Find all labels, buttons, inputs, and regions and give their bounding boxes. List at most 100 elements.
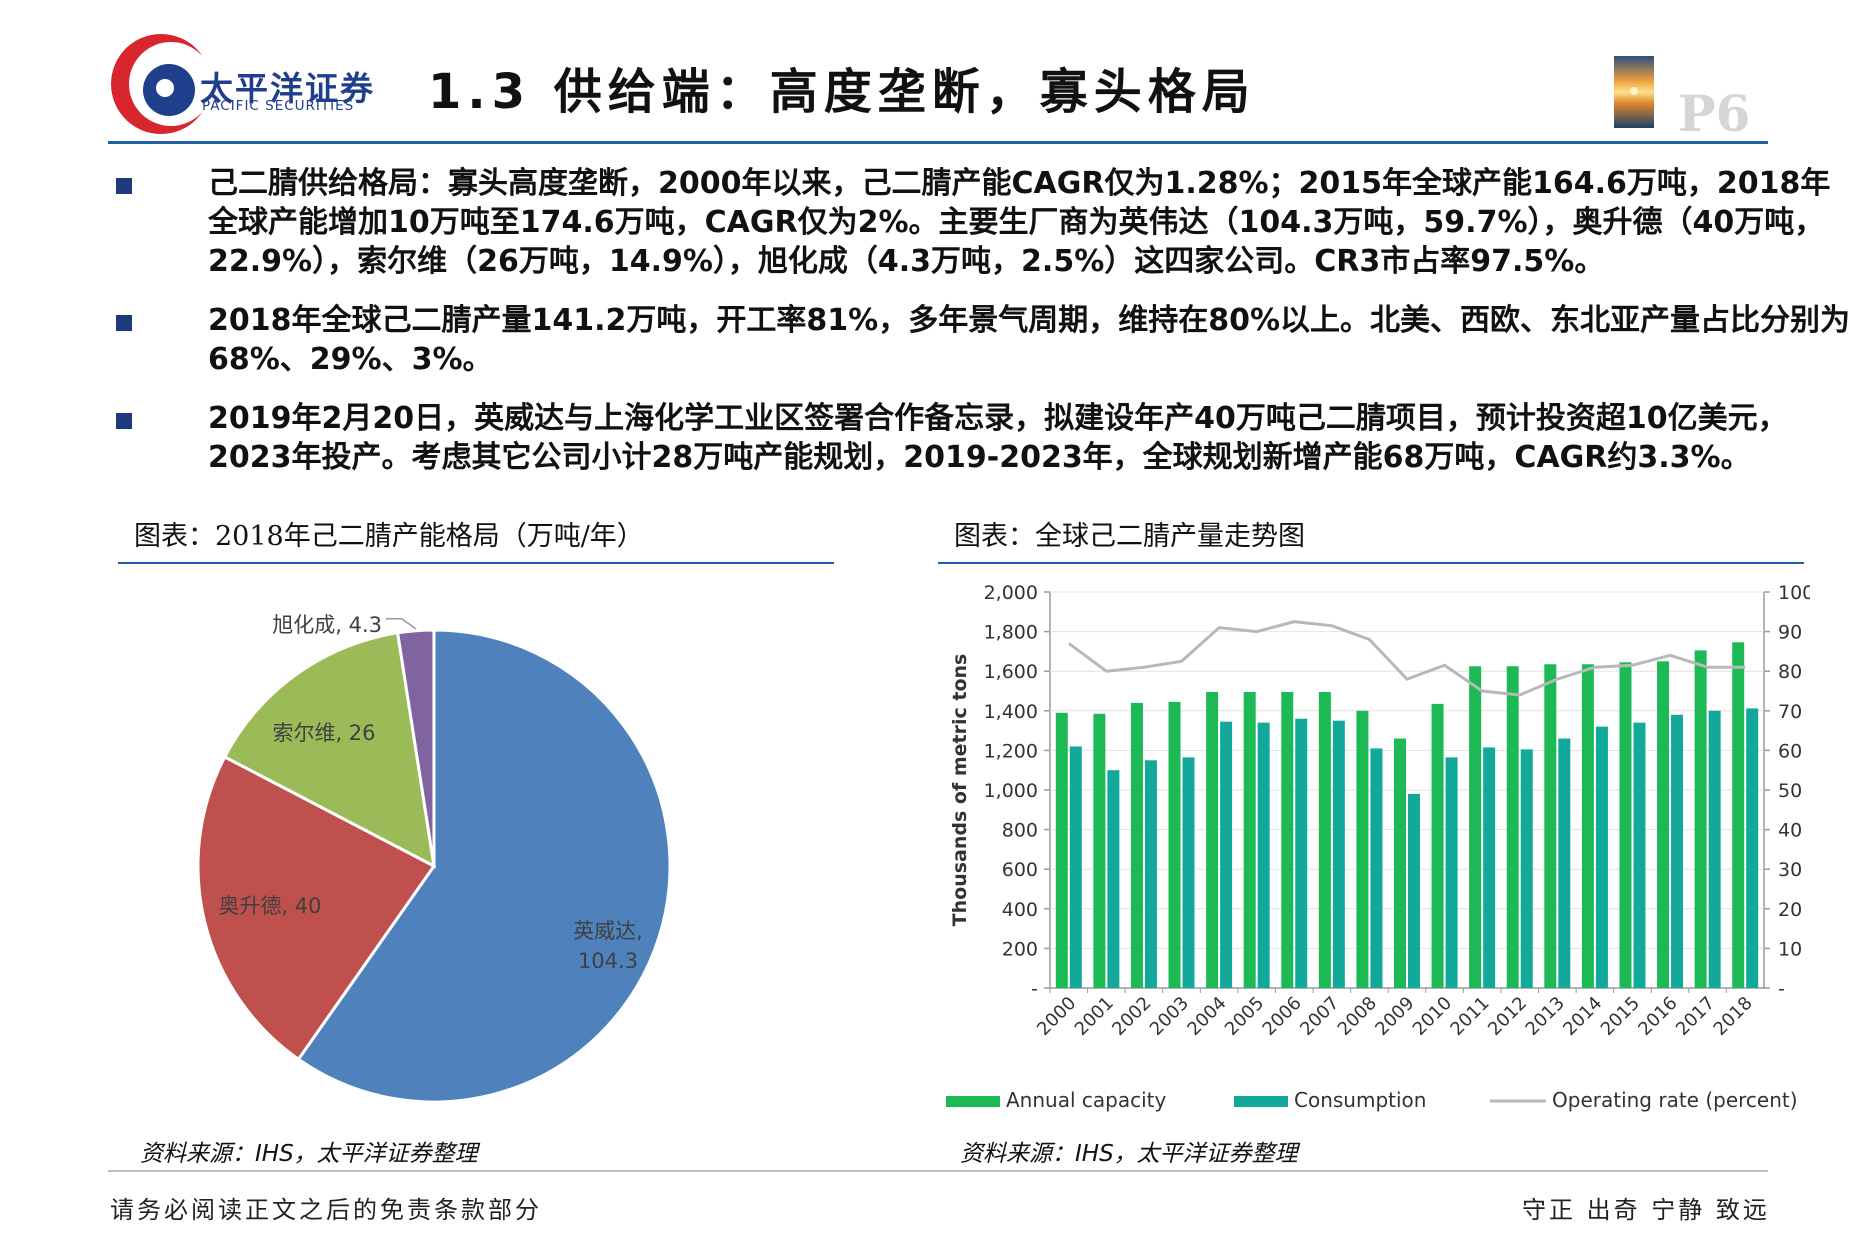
bullet-square-icon (116, 413, 132, 429)
bar-annual-capacity (1694, 650, 1707, 988)
y-tick-label: 200 (1002, 938, 1038, 960)
bar-annual-capacity (1431, 703, 1444, 988)
bar-annual-capacity (1506, 666, 1519, 988)
bar-consumption (1633, 722, 1646, 988)
bar-annual-capacity (1581, 664, 1594, 988)
bullet-item: 己二腈供给格局：寡头高度垄断，2000年以来，己二腈产能CAGR仅为1.28%；… (108, 164, 1860, 281)
bullet-list: 己二腈供给格局：寡头高度垄断，2000年以来，己二腈产能CAGR仅为1.28%；… (108, 164, 1860, 497)
logo-text-en: PACIFIC SECURITIES (202, 98, 355, 114)
bar-consumption (1332, 720, 1345, 988)
bar-consumption (1107, 770, 1120, 988)
pie-value-label-1: 104.3 (578, 949, 638, 973)
pie-chart-title: 图表：2018年己二腈产能格局（万吨/年） (134, 521, 644, 552)
y2-tick-label: 30 (1778, 859, 1802, 881)
x-tick-label: 2013 (1522, 993, 1569, 1040)
x-tick-label: 2001 (1071, 993, 1118, 1040)
bar-annual-capacity (1168, 701, 1181, 988)
bar-chart-title: 图表：全球己二腈产量走势图 (954, 521, 1305, 552)
bar-title-divider (938, 562, 1804, 564)
bar-annual-capacity (1394, 738, 1406, 988)
bar-annual-capacity (1318, 691, 1331, 988)
pie-slice-2 (196, 754, 437, 1062)
bar-annual-capacity (1356, 710, 1369, 988)
x-tick-label: 2008 (1334, 993, 1381, 1040)
pie-slice-1 (296, 628, 672, 1104)
bar-consumption (1558, 738, 1571, 988)
pie-chart: 英威达, 104.3 奥升德, 40 索尔维, 26 旭化成, 4.3 (196, 613, 672, 1104)
pie-leader-line-4 (385, 617, 417, 630)
bar-annual-capacity (1130, 702, 1143, 988)
footer-motto: 守正 出奇 宁静 致远 (1522, 1196, 1770, 1224)
x-tick-label: 2014 (1559, 993, 1606, 1040)
bullet-square-icon (116, 178, 132, 194)
bar-consumption (1746, 708, 1759, 988)
x-tick-label: 2004 (1183, 993, 1230, 1040)
y-tick-label: 2,000 (984, 582, 1038, 604)
footer-disclaimer: 请务必阅读正文之后的免责条款部分 (110, 1196, 542, 1224)
pie-label-4: 旭化成, 4.3 (272, 613, 382, 637)
y2-tick-label: - (1778, 978, 1785, 1000)
legend-swatch-consumption (1234, 1096, 1288, 1107)
y-tick-label: 1,800 (984, 622, 1038, 644)
legend-label-consumption: Consumption (1294, 1088, 1426, 1112)
pie-slice-4 (395, 628, 436, 867)
bar-consumption (1671, 714, 1684, 988)
bar-consumption (1708, 710, 1721, 988)
legend-label-annual-capacity: Annual capacity (1006, 1088, 1166, 1112)
y-axis-label: Thousands of metric tons (949, 654, 971, 927)
y2-tick-label: 100 (1778, 582, 1810, 604)
bar-annual-capacity (1657, 661, 1670, 988)
y2-tick-label: 90 (1778, 622, 1802, 644)
bar-annual-capacity (1206, 691, 1219, 988)
bullet-text: 2019年2月20日，英威达与上海化学工业区签署合作备忘录，拟建设年产40万吨己… (208, 401, 1788, 475)
bar-annual-capacity (1544, 664, 1557, 988)
x-tick-label: 2017 (1672, 993, 1719, 1040)
x-tick-label: 2010 (1409, 993, 1456, 1040)
y-tick-label: 1,600 (984, 661, 1038, 683)
pie-title-divider (118, 562, 834, 564)
bar-consumption (1257, 722, 1270, 988)
y-tick-label: 1,200 (984, 740, 1038, 762)
header-divider (108, 141, 1768, 144)
x-tick-label: 2016 (1634, 993, 1681, 1040)
pie-slice-3 (222, 631, 436, 869)
page-number: P6 (1678, 84, 1751, 143)
bullet-square-icon (116, 315, 132, 331)
y-tick-label: 1,400 (984, 701, 1038, 723)
y2-tick-label: 20 (1778, 899, 1802, 921)
y-tick-label: 1,000 (984, 780, 1038, 802)
legend-swatch-annual-capacity (946, 1096, 1000, 1107)
y2-tick-label: 40 (1778, 820, 1802, 842)
logo-text-cn: 太平洋证券 (200, 69, 375, 108)
x-tick-label: 2012 (1484, 993, 1531, 1040)
y2-tick-label: 50 (1778, 780, 1802, 802)
x-tick-label: 2011 (1446, 993, 1493, 1040)
company-logo (111, 34, 213, 134)
y-tick-label: 400 (1002, 899, 1038, 921)
sunset-image (1614, 56, 1654, 128)
pie-label-1: 英威达, (573, 919, 643, 943)
bullet-item: 2019年2月20日，英威达与上海化学工业区签署合作备忘录，拟建设年产40万吨己… (108, 399, 1860, 477)
bar-consumption (1408, 793, 1420, 988)
x-tick-label: 2000 (1033, 993, 1080, 1040)
y2-tick-label: 60 (1778, 740, 1802, 762)
bar-annual-capacity (1243, 691, 1256, 988)
pie-label-3: 索尔维, 26 (272, 721, 375, 745)
x-tick-label: 2006 (1259, 993, 1306, 1040)
bar-consumption (1520, 749, 1533, 988)
x-tick-label: 2005 (1221, 993, 1268, 1040)
bar-annual-capacity (1093, 713, 1106, 988)
bullet-item: 2018年全球己二腈产量141.2万吨，开工率81%，多年景气周期，维持在80%… (108, 301, 1860, 379)
y2-tick-label: 10 (1778, 938, 1802, 960)
footer-divider (108, 1170, 1768, 1172)
x-tick-label: 2009 (1371, 993, 1418, 1040)
bar-consumption (1445, 757, 1458, 988)
y-tick-label: 600 (1002, 859, 1038, 881)
bar-consumption (1069, 746, 1082, 988)
page-title: 1.3 供给端：高度垄断，寡头格局 (428, 64, 1256, 120)
legend-label-operating-rate: Operating rate (percent) (1552, 1088, 1798, 1112)
bar-consumption (1144, 760, 1157, 988)
bar-annual-capacity (1732, 642, 1745, 988)
x-tick-label: 2002 (1108, 993, 1155, 1040)
x-tick-label: 2007 (1296, 993, 1343, 1040)
